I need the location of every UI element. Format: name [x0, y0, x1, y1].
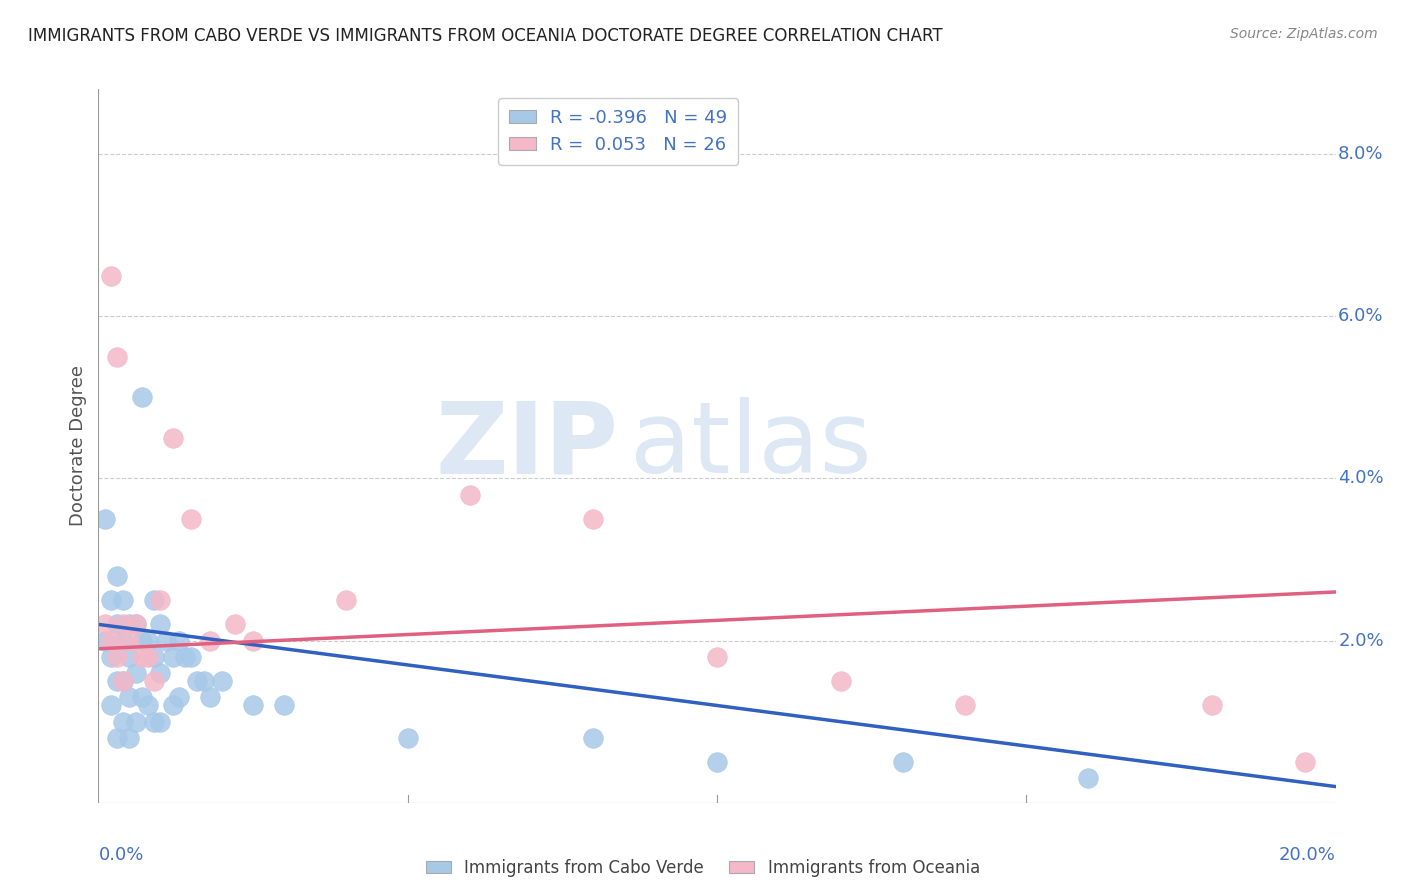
- Legend: R = -0.396   N = 49, R =  0.053   N = 26: R = -0.396 N = 49, R = 0.053 N = 26: [498, 98, 738, 165]
- Text: 8.0%: 8.0%: [1339, 145, 1384, 163]
- Point: [93, 633, 115, 648]
- Point: [105, 731, 128, 745]
- Point: [124, 617, 146, 632]
- Point: [706, 649, 728, 664]
- Point: [143, 714, 166, 729]
- Point: [149, 714, 172, 729]
- Point: [706, 756, 728, 770]
- Point: [162, 649, 184, 664]
- Point: [180, 649, 202, 664]
- Point: [118, 649, 141, 664]
- Point: [149, 593, 172, 607]
- Point: [112, 593, 135, 607]
- Point: [242, 698, 264, 713]
- Point: [174, 649, 197, 664]
- Point: [224, 617, 246, 632]
- Point: [105, 674, 128, 689]
- Point: [136, 698, 159, 713]
- Point: [105, 649, 128, 664]
- Point: [112, 633, 135, 648]
- Point: [1294, 756, 1316, 770]
- Point: [149, 617, 172, 632]
- Point: [162, 431, 184, 445]
- Point: [136, 649, 159, 664]
- Point: [112, 714, 135, 729]
- Point: [143, 674, 166, 689]
- Point: [180, 512, 202, 526]
- Point: [582, 731, 605, 745]
- Point: [93, 512, 115, 526]
- Point: [167, 633, 190, 648]
- Point: [131, 633, 153, 648]
- Point: [186, 674, 208, 689]
- Point: [458, 488, 481, 502]
- Point: [162, 698, 184, 713]
- Point: [100, 593, 122, 607]
- Text: IMMIGRANTS FROM CABO VERDE VS IMMIGRANTS FROM OCEANIA DOCTORATE DEGREE CORRELATI: IMMIGRANTS FROM CABO VERDE VS IMMIGRANTS…: [28, 27, 943, 45]
- Point: [118, 633, 141, 648]
- Text: atlas: atlas: [630, 398, 872, 494]
- Point: [198, 633, 221, 648]
- Point: [105, 568, 128, 582]
- Point: [100, 268, 122, 283]
- Point: [112, 617, 135, 632]
- Point: [131, 690, 153, 705]
- Point: [891, 756, 914, 770]
- Point: [131, 390, 153, 404]
- Point: [124, 714, 146, 729]
- Point: [582, 512, 605, 526]
- Point: [167, 690, 190, 705]
- Point: [1201, 698, 1223, 713]
- Point: [211, 674, 233, 689]
- Text: 4.0%: 4.0%: [1339, 469, 1384, 487]
- Point: [131, 649, 153, 664]
- Point: [100, 649, 122, 664]
- Text: 6.0%: 6.0%: [1339, 307, 1384, 326]
- Text: 20.0%: 20.0%: [1279, 846, 1336, 863]
- Point: [273, 698, 295, 713]
- Point: [100, 698, 122, 713]
- Text: Source: ZipAtlas.com: Source: ZipAtlas.com: [1230, 27, 1378, 41]
- Point: [149, 666, 172, 681]
- Point: [1077, 772, 1099, 786]
- Point: [118, 690, 141, 705]
- Point: [155, 633, 177, 648]
- Point: [105, 617, 128, 632]
- Text: ZIP: ZIP: [436, 398, 619, 494]
- Legend: Immigrants from Cabo Verde, Immigrants from Oceania: Immigrants from Cabo Verde, Immigrants f…: [419, 853, 987, 884]
- Point: [112, 674, 135, 689]
- Point: [124, 666, 146, 681]
- Point: [93, 617, 115, 632]
- Point: [335, 593, 357, 607]
- Point: [143, 593, 166, 607]
- Point: [118, 731, 141, 745]
- Text: 0.0%: 0.0%: [98, 846, 143, 863]
- Text: 2.0%: 2.0%: [1339, 632, 1384, 649]
- Point: [143, 649, 166, 664]
- Point: [118, 617, 141, 632]
- Y-axis label: Doctorate Degree: Doctorate Degree: [69, 366, 87, 526]
- Point: [136, 633, 159, 648]
- Point: [105, 350, 128, 364]
- Point: [830, 674, 852, 689]
- Point: [112, 674, 135, 689]
- Point: [242, 633, 264, 648]
- Point: [100, 633, 122, 648]
- Point: [193, 674, 215, 689]
- Point: [396, 731, 419, 745]
- Point: [953, 698, 976, 713]
- Point: [124, 617, 146, 632]
- Point: [198, 690, 221, 705]
